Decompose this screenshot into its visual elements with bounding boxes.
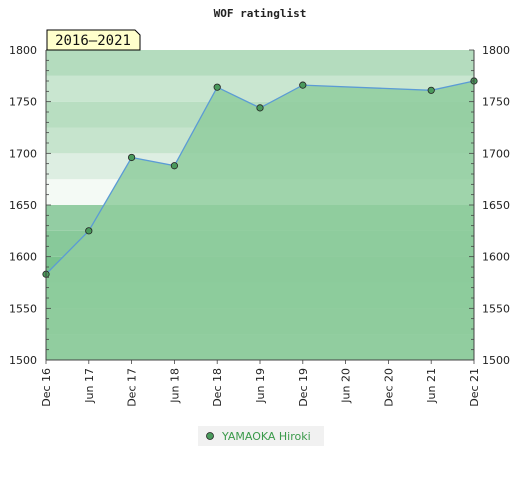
y-tick-label-left: 1650 [9, 199, 37, 212]
x-tick-label: Jun 20 [340, 368, 353, 404]
data-point [427, 86, 435, 94]
x-tick-label: Dec 16 [40, 368, 53, 407]
legend-series-name: YAMAOKA Hiroki [221, 430, 311, 443]
legend-marker [206, 432, 214, 440]
y-tick-label-right: 1500 [482, 354, 510, 367]
x-tick-label: Jun 17 [83, 368, 96, 404]
x-tick-label: Dec 21 [468, 368, 481, 407]
period-box: 2016–2021 [46, 29, 141, 51]
x-tick-label: Jun 19 [254, 368, 267, 404]
band [46, 50, 474, 76]
y-axis-right-ticks: 1500 1550 1600 1650 1700 1750 1800 [469, 44, 510, 367]
series-area-fill [46, 81, 474, 360]
data-point [128, 153, 136, 162]
x-tick-label: Dec 17 [126, 368, 139, 407]
chart-title: WOF ratinglist [214, 7, 307, 20]
y-tick-label-left: 1550 [9, 302, 37, 315]
x-tick-label: Dec 19 [297, 368, 310, 407]
y-tick-label-left: 1600 [9, 251, 37, 264]
data-point [213, 83, 221, 91]
y-tick-label-left: 1800 [9, 44, 37, 57]
y-tick-label-right: 1600 [482, 251, 510, 264]
data-point [256, 104, 264, 112]
y-tick-label-right: 1550 [482, 302, 510, 315]
y-tick-label-right: 1800 [482, 44, 510, 57]
data-point [170, 162, 178, 170]
x-tick-label: Dec 20 [382, 368, 395, 407]
y-tick-label-left: 1700 [9, 147, 37, 160]
y-tick-label-right: 1700 [482, 147, 510, 160]
y-tick-label-right: 1750 [482, 96, 510, 109]
data-point [299, 81, 307, 89]
legend: YAMAOKA Hiroki [198, 426, 324, 446]
x-tick-label: Jun 21 [425, 368, 438, 404]
x-axis-ticks: Dec 16 Jun 17 Dec 17 Jun 18 Dec 18 Jun 19 Dec … [40, 360, 481, 407]
y-axis-left-ticks: 1500 1550 1600 1650 1700 1750 1800 [9, 44, 51, 367]
period-label: 2016–2021 [55, 33, 131, 49]
y-tick-label-right: 1650 [482, 199, 510, 212]
y-tick-label-left: 1500 [9, 354, 37, 367]
y-tick-label-left: 1750 [9, 96, 37, 109]
data-point [85, 227, 93, 235]
x-tick-label: Jun 18 [168, 368, 181, 404]
x-tick-label: Dec 18 [211, 368, 224, 407]
